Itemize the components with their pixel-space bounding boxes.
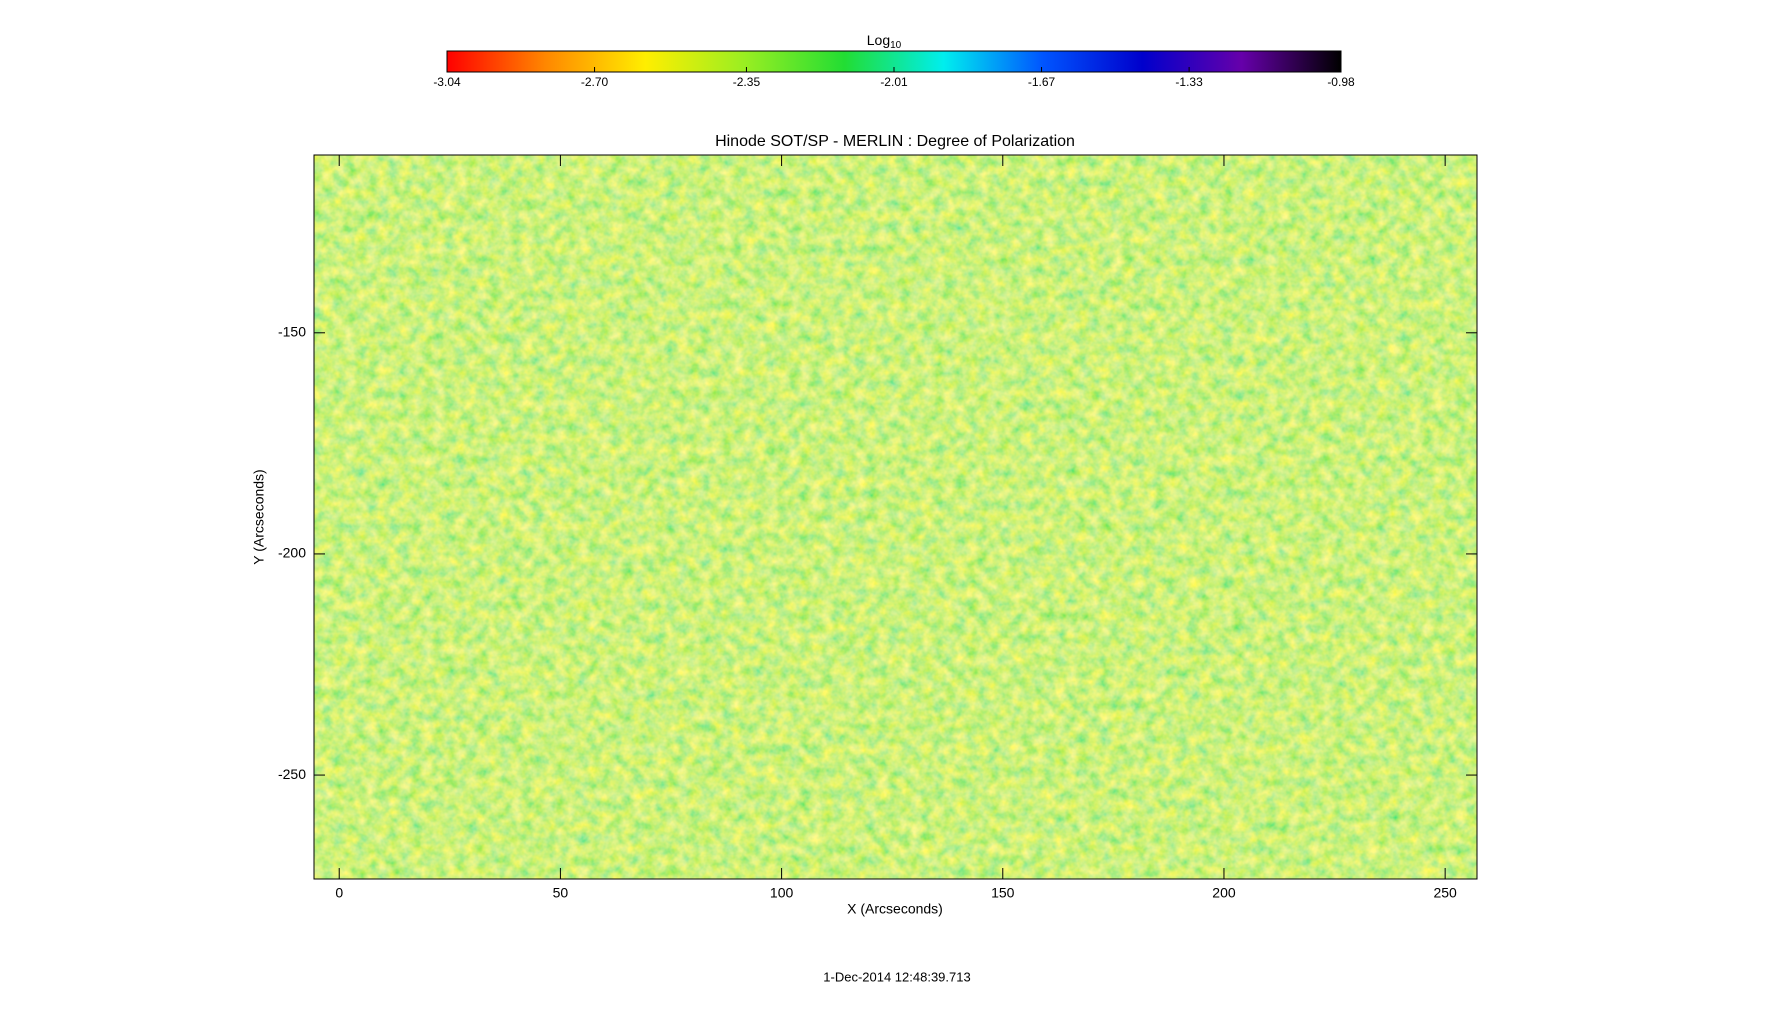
colorbar-label-subscript: 10 — [890, 40, 902, 51]
y-tick-label: -200 — [278, 545, 306, 561]
x-tick-label: 50 — [553, 885, 569, 901]
colorbar-tick-label: -2.70 — [581, 75, 609, 89]
y-tick-label: -250 — [278, 766, 306, 782]
x-tick-label: 0 — [335, 885, 343, 901]
colorbar-label: Log10 — [867, 32, 902, 51]
colorbar-tick-label: -2.01 — [880, 75, 908, 89]
colorbar-tick-label: -1.67 — [1028, 75, 1056, 89]
x-tick-label: 100 — [770, 885, 794, 901]
colorbar-tick-label: -1.33 — [1175, 75, 1203, 89]
colorbar-tick-label: -2.35 — [733, 75, 761, 89]
y-tick-label: -150 — [278, 323, 306, 339]
x-tick-label: 200 — [1212, 885, 1236, 901]
chart-title: Hinode SOT/SP - MERLIN : Degree of Polar… — [715, 133, 1075, 150]
plot-frame — [313, 154, 1478, 880]
colorbar-tick-label: -3.04 — [433, 75, 461, 89]
y-axis-label: Y (Arcseconds) — [251, 469, 267, 564]
heatmap-image — [314, 155, 1477, 879]
x-axis-label: X (Arcseconds) — [847, 901, 943, 917]
timestamp: 1-Dec-2014 12:48:39.713 — [823, 969, 970, 984]
x-tick-label: 150 — [991, 885, 1015, 901]
colorbar-tick-label: -0.98 — [1327, 75, 1355, 89]
colorbar-label-base: Log — [867, 32, 890, 48]
x-tick-label: 250 — [1433, 885, 1457, 901]
